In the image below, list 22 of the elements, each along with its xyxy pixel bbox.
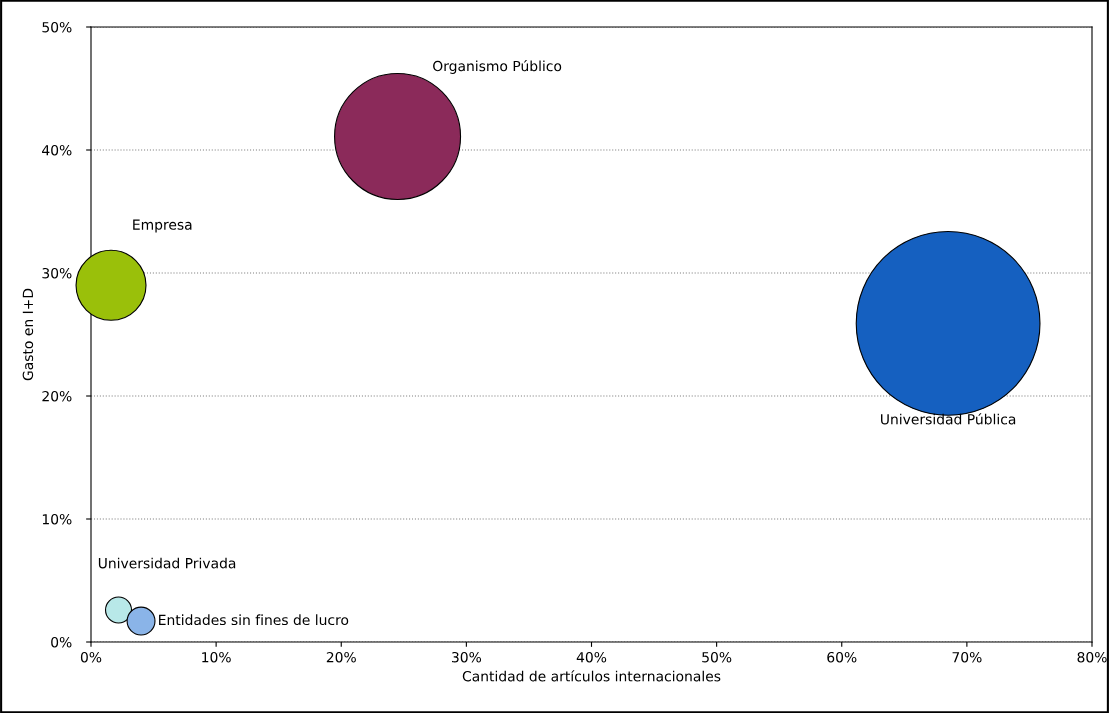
y-tick-label: 50% <box>42 21 72 33</box>
x-axis-title: Cantidad de artículos internacionales <box>462 670 721 682</box>
y-tick-label: 40% <box>42 144 72 156</box>
x-tick-label: 20% <box>326 651 356 663</box>
x-tick-label: 30% <box>452 651 482 663</box>
x-tick-label: 60% <box>827 651 857 663</box>
y-tick-label: 30% <box>42 267 72 279</box>
y-tick-label: 20% <box>42 390 72 402</box>
x-tick-label: 70% <box>952 651 982 663</box>
y-tick-label: 10% <box>42 513 72 525</box>
y-tick-label: 0% <box>51 636 72 648</box>
series-label: Entidades sin fines de lucro <box>159 614 349 626</box>
series-label: Universidad Pública <box>881 413 1016 425</box>
x-tick-label: 80% <box>1077 651 1107 663</box>
x-tick-label: 10% <box>202 651 231 663</box>
series-label: Organismo Público <box>433 59 562 74</box>
series-label: Empresa <box>133 219 192 233</box>
y-axis-title: Gasto en I+D <box>22 288 34 381</box>
x-tick-label: 40% <box>576 651 607 663</box>
x-tick-label: 0% <box>80 651 102 663</box>
text: Universidad Privada <box>98 557 236 569</box>
x-tick-label: 50% <box>702 651 732 663</box>
